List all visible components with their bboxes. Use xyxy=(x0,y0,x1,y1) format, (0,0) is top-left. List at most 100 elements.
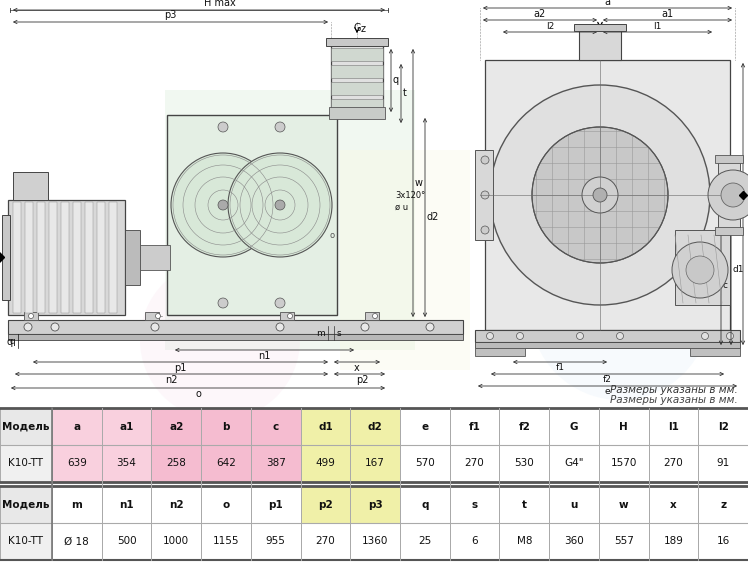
Circle shape xyxy=(218,122,228,132)
Circle shape xyxy=(276,323,284,331)
Circle shape xyxy=(481,156,489,164)
Text: p3: p3 xyxy=(164,10,177,20)
Bar xyxy=(73,202,81,313)
Circle shape xyxy=(616,333,624,340)
Text: 270: 270 xyxy=(316,536,335,547)
Bar xyxy=(8,200,125,315)
Text: d1: d1 xyxy=(318,421,333,431)
Circle shape xyxy=(361,323,369,331)
Bar xyxy=(2,215,10,300)
Bar xyxy=(201,523,251,560)
Bar xyxy=(549,486,599,523)
Text: w: w xyxy=(619,500,628,509)
Bar xyxy=(549,445,599,482)
Text: o: o xyxy=(329,231,334,240)
Bar xyxy=(52,445,102,482)
Text: f1: f1 xyxy=(469,421,480,431)
Circle shape xyxy=(218,200,228,210)
Circle shape xyxy=(577,333,583,340)
Bar xyxy=(13,202,21,313)
Bar xyxy=(251,445,301,482)
Circle shape xyxy=(481,226,489,234)
Text: z: z xyxy=(720,500,726,509)
Text: x: x xyxy=(354,363,360,373)
Bar xyxy=(52,486,102,523)
Bar xyxy=(102,408,151,445)
Text: d1: d1 xyxy=(733,266,744,275)
Text: l1: l1 xyxy=(653,22,661,31)
Text: f2: f2 xyxy=(603,375,611,384)
Bar xyxy=(151,408,201,445)
Bar xyxy=(331,65,383,78)
Bar xyxy=(301,523,350,560)
Bar xyxy=(699,445,748,482)
Text: ø u: ø u xyxy=(395,202,408,212)
Text: K10-TT: K10-TT xyxy=(8,536,43,547)
Text: H max: H max xyxy=(204,0,236,8)
Bar xyxy=(8,320,463,334)
Bar xyxy=(326,38,388,46)
Bar xyxy=(450,486,500,523)
Bar xyxy=(500,445,549,482)
Bar xyxy=(649,445,699,482)
Bar xyxy=(500,523,549,560)
Bar xyxy=(280,312,294,320)
Text: 167: 167 xyxy=(365,459,385,469)
Bar xyxy=(599,445,649,482)
Bar xyxy=(699,486,748,523)
Circle shape xyxy=(151,323,159,331)
Text: H: H xyxy=(619,421,628,431)
Bar xyxy=(649,408,699,445)
Text: l2: l2 xyxy=(546,22,554,31)
Text: 91: 91 xyxy=(717,459,730,469)
Circle shape xyxy=(24,323,32,331)
Text: d2: d2 xyxy=(427,212,439,222)
Bar xyxy=(475,348,525,356)
Text: 499: 499 xyxy=(316,459,335,469)
Bar xyxy=(715,155,743,163)
Text: p3: p3 xyxy=(368,500,382,509)
Circle shape xyxy=(532,127,668,263)
Bar xyxy=(37,202,45,313)
Bar xyxy=(400,408,450,445)
Bar xyxy=(97,202,105,313)
Circle shape xyxy=(486,333,494,340)
Bar xyxy=(167,115,337,315)
Text: n1: n1 xyxy=(119,500,134,509)
Bar xyxy=(145,312,159,320)
Circle shape xyxy=(51,323,59,331)
Text: 270: 270 xyxy=(663,459,684,469)
Bar xyxy=(718,160,740,230)
Text: Ø 18: Ø 18 xyxy=(64,536,89,547)
Text: a2: a2 xyxy=(534,9,546,19)
Bar xyxy=(102,445,151,482)
Text: x: x xyxy=(670,500,677,509)
Text: q: q xyxy=(393,75,399,85)
Bar xyxy=(52,408,102,445)
Bar xyxy=(400,445,450,482)
Text: 360: 360 xyxy=(564,536,584,547)
Bar xyxy=(500,408,549,445)
Text: 639: 639 xyxy=(67,459,87,469)
Text: a1: a1 xyxy=(661,9,673,19)
Text: 387: 387 xyxy=(266,459,286,469)
Circle shape xyxy=(171,153,275,257)
Bar xyxy=(350,408,400,445)
Circle shape xyxy=(702,333,708,340)
Text: Модель: Модель xyxy=(2,421,50,431)
Bar xyxy=(475,330,740,342)
Text: s: s xyxy=(471,500,478,509)
Text: 354: 354 xyxy=(117,459,136,469)
Circle shape xyxy=(530,220,710,400)
Text: t: t xyxy=(522,500,527,509)
Bar xyxy=(690,348,740,356)
Bar xyxy=(715,227,743,235)
Circle shape xyxy=(481,191,489,199)
Bar xyxy=(365,312,379,320)
Text: 500: 500 xyxy=(117,536,136,547)
Text: l2: l2 xyxy=(717,421,729,431)
Bar xyxy=(574,24,626,31)
Text: d2: d2 xyxy=(368,421,382,431)
Text: s: s xyxy=(337,329,341,338)
Bar xyxy=(475,150,493,240)
